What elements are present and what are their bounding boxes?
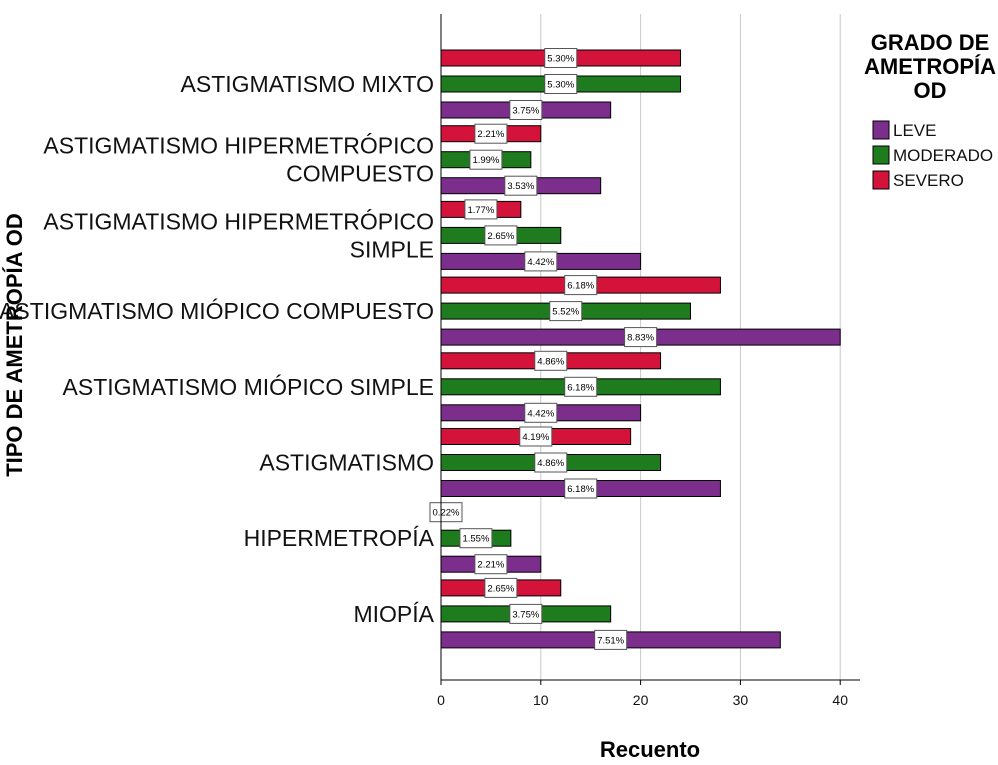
legend-title: GRADO DE AMETROPÍA OD	[864, 30, 996, 103]
data-label: 3.75%	[512, 609, 539, 620]
data-label: 4.86%	[537, 458, 564, 469]
category-label: ASTIGMATISMO HIPERMETRÓPICO COMPUESTO	[43, 133, 434, 187]
legend-swatch-severo	[872, 170, 890, 190]
data-label-box	[484, 577, 518, 598]
data-label: 4.86%	[537, 356, 564, 367]
data-label: 2.65%	[487, 583, 514, 594]
data-label: 1.55%	[462, 534, 489, 545]
legend: GRADO DE AMETROPÍA OD LEVE MODERADO SEVERO	[864, 30, 996, 190]
data-label: 7.51%	[597, 635, 624, 646]
legend-label-leve: LEVE	[893, 121, 936, 140]
data-labels: 3.75% 5.30% 5.30% 3.53% 1.99% 2.21% 4.42% 2.65%…	[429, 48, 658, 650]
data-label-box	[544, 48, 578, 68]
data-label-box	[564, 376, 598, 397]
data-label: 0.22%	[433, 508, 460, 519]
data-label: 3.75%	[512, 106, 539, 117]
y-axis-title: TIPO DE AMETROPÍA OD	[2, 213, 27, 477]
data-label: 1.77%	[467, 205, 494, 216]
category-label: ASTIGMATISMO MIÓPICO SIMPLE	[63, 374, 434, 400]
data-label-box	[474, 123, 508, 144]
category-labels: ASTIGMATISMO MIXTO ASTIGMATISMO HIPERMETR…	[0, 71, 435, 627]
data-label: 1.99%	[472, 155, 499, 166]
data-label-box	[509, 100, 543, 120]
legend-swatch-moderado	[872, 145, 890, 165]
data-label-box	[524, 402, 558, 423]
data-label-box	[549, 301, 583, 322]
data-label: 6.18%	[567, 484, 594, 495]
legend-items: LEVE MODERADO SEVERO	[872, 120, 993, 190]
data-label-box	[544, 74, 578, 94]
legend-swatch-leve	[872, 120, 890, 140]
legend-label-severo: SEVERO	[893, 171, 964, 190]
data-label: 4.42%	[527, 257, 554, 268]
axes	[440, 14, 860, 681]
category-label: ASTIGMATISMO MIXTO	[181, 71, 434, 97]
data-label-box	[464, 199, 498, 220]
data-label-box	[534, 350, 568, 371]
data-label: 5.30%	[547, 54, 574, 65]
data-label-box	[594, 629, 628, 650]
data-label: 4.42%	[527, 408, 554, 419]
category-label: MIOPÍA	[353, 601, 434, 627]
data-label-box	[429, 502, 463, 523]
data-label-box	[534, 452, 568, 473]
data-label-box	[484, 225, 518, 246]
data-label-box	[519, 426, 553, 447]
data-label-box	[459, 528, 493, 549]
data-label-box	[469, 149, 503, 170]
data-label: 5.52%	[552, 307, 579, 318]
category-label: ASTIGMATISMO HIPERMETRÓPICO SIMPLE	[43, 208, 434, 262]
data-label-box	[509, 603, 543, 624]
x-tick-label: 40	[832, 692, 848, 708]
x-ticks: 0 10 20 30 40	[437, 680, 848, 708]
data-label-box	[504, 175, 538, 196]
x-axis-title: Recuento	[600, 737, 700, 760]
data-label-box	[524, 251, 558, 272]
data-label: 3.53%	[507, 181, 534, 192]
data-label: 2.65%	[487, 231, 514, 242]
x-tick-label: 0	[437, 692, 445, 708]
data-label-box	[474, 554, 508, 575]
category-label: ASTIGMATISMO MIÓPICO COMPUESTO	[0, 298, 434, 324]
data-label: 4.19%	[522, 432, 549, 443]
data-label: 6.18%	[567, 281, 594, 292]
data-label: 2.21%	[477, 129, 504, 140]
category-label: HIPERMETROPÍA	[244, 525, 435, 551]
data-label: 5.30%	[547, 80, 574, 91]
data-label-box	[564, 275, 598, 296]
data-label: 2.21%	[477, 560, 504, 571]
data-label: 8.83%	[627, 333, 654, 344]
category-label: ASTIGMATISMO	[259, 450, 434, 476]
data-label-box	[564, 478, 598, 499]
data-label-box	[624, 327, 658, 348]
data-label: 6.18%	[567, 382, 594, 393]
x-tick-label: 20	[633, 692, 649, 708]
legend-label-moderado: MODERADO	[893, 146, 993, 165]
x-tick-label: 30	[733, 692, 749, 708]
x-tick-label: 10	[533, 692, 549, 708]
